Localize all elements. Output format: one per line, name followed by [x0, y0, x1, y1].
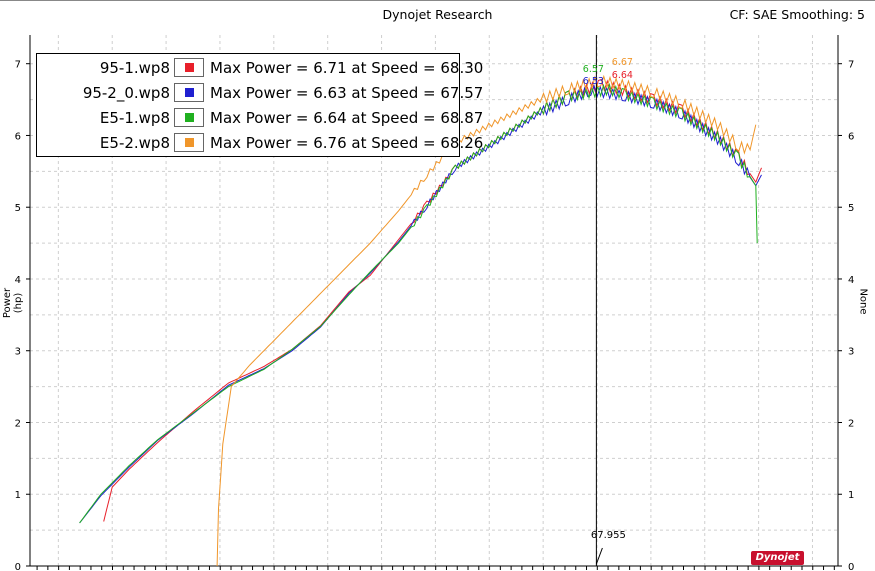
- y-tick-label-right: 3: [848, 347, 854, 358]
- legend-file-name: 95-1.wp8: [99, 59, 170, 77]
- legend-swatch: [185, 88, 194, 97]
- y-tick-label-left: 7: [15, 60, 21, 71]
- y-tick-label-right: 2: [848, 418, 854, 429]
- chart-title: Dynojet Research: [382, 7, 493, 22]
- y-axis-label-left: Power (hp): [2, 287, 24, 319]
- y-tick-label-left: 3: [15, 347, 21, 358]
- legend-row-95-2-0[interactable]: 95-2_0.wp8 Max Power = 6.63 at Speed = 6…: [37, 82, 483, 106]
- series-line-95-1-wp8: [103, 78, 762, 522]
- legend-file-name: E5-1.wp8: [99, 109, 170, 127]
- y-tick-label-right: 4: [848, 275, 854, 286]
- legend: 95-1.wp8 Max Power = 6.71 at Speed = 68.…: [36, 53, 483, 157]
- cursor-value-label: 67.955: [591, 530, 626, 541]
- legend-color-box: [174, 58, 204, 77]
- y-tick-label-right: 1: [848, 490, 854, 501]
- series-line-e5-2-wp8: [216, 74, 757, 567]
- y-tick-label-right: 6: [848, 131, 854, 142]
- correction-factor-info: CF: SAE Smoothing: 5: [729, 7, 865, 22]
- legend-color-box: [174, 83, 204, 102]
- cursor-arrow: [595, 547, 603, 565]
- y-tick-label-left: 6: [15, 131, 21, 142]
- legend-swatch: [185, 63, 194, 72]
- legend-file-name: 95-2_0.wp8: [82, 84, 170, 102]
- y-tick-label-left: 5: [15, 203, 21, 214]
- legend-max-power: Max Power = 6.63 at Speed = 67.57: [210, 84, 484, 102]
- legend-max-power: Max Power = 6.64 at Speed = 68.87: [210, 109, 484, 127]
- dynojet-logo: Dynojet: [751, 551, 804, 565]
- series-line-e5-1-wp8: [79, 82, 758, 524]
- y-tick-label-left: 0: [15, 562, 21, 571]
- y-tick-label-left: 2: [15, 418, 21, 429]
- y-axis-label-right: None: [857, 288, 869, 315]
- y-tick-label-left: 1: [15, 490, 21, 501]
- y-tick-label-right: 5: [848, 203, 854, 214]
- cursor-readout: 6.53: [583, 76, 604, 87]
- legend-row-e5-2[interactable]: E5-2.wp8 Max Power = 6.76 at Speed = 68.…: [37, 132, 483, 156]
- legend-file-name: E5-2.wp8: [99, 134, 170, 152]
- y-tick-label-left: 4: [15, 275, 21, 286]
- legend-swatch: [185, 113, 194, 122]
- legend-color-box: [174, 133, 204, 152]
- legend-max-power: Max Power = 6.71 at Speed = 68.30: [210, 59, 484, 77]
- y-tick-label-right: 0: [848, 562, 854, 571]
- legend-row-95-1[interactable]: 95-1.wp8 Max Power = 6.71 at Speed = 68.…: [37, 57, 483, 81]
- cursor-readout: 6.64: [612, 70, 633, 81]
- series-line-95-2-0-wp8: [79, 84, 762, 524]
- top-border: [0, 0, 875, 1]
- legend-row-e5-1[interactable]: E5-1.wp8 Max Power = 6.64 at Speed = 68.…: [37, 107, 483, 131]
- cursor-readout: 6.57: [583, 64, 604, 75]
- legend-color-box: [174, 108, 204, 127]
- y-tick-label-right: 7: [848, 60, 854, 71]
- cursor-readout: 6.67: [612, 57, 633, 68]
- legend-swatch: [185, 138, 194, 147]
- legend-max-power: Max Power = 6.76 at Speed = 68.26: [210, 134, 484, 152]
